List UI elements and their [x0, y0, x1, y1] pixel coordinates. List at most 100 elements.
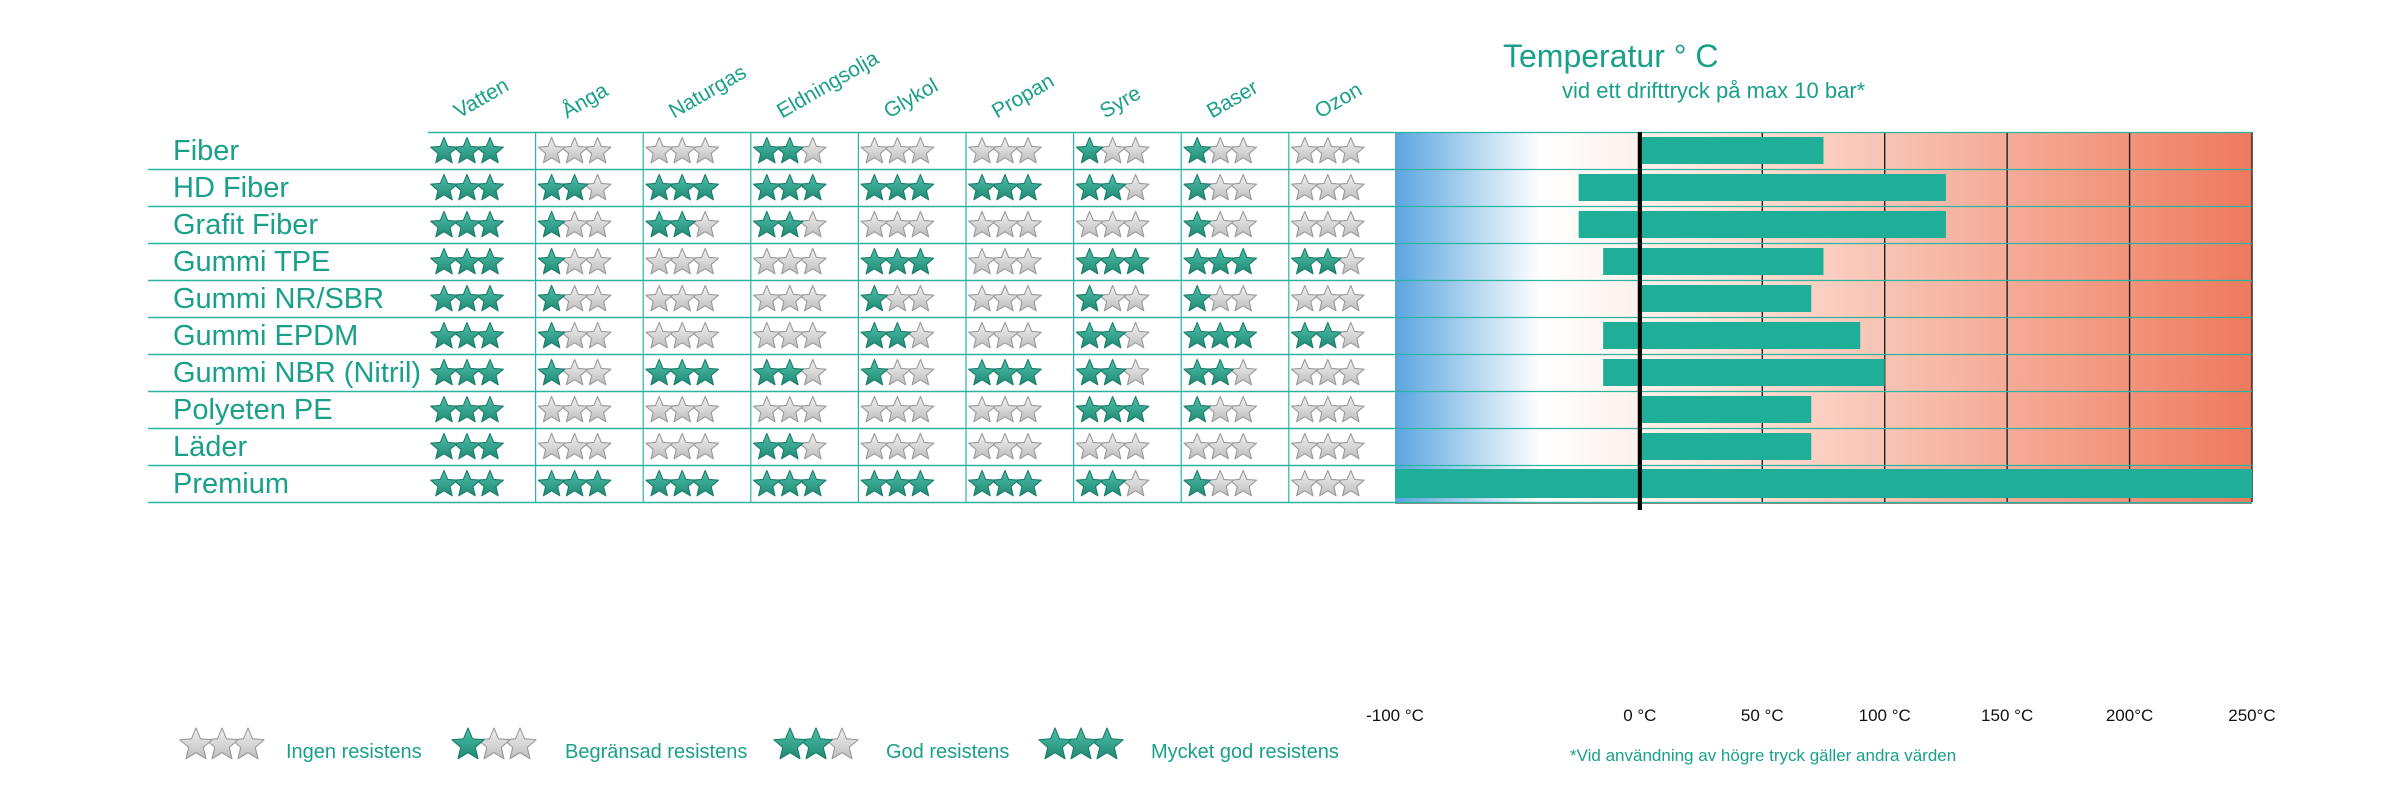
- rating-star-r6c2-2: [560, 321, 589, 349]
- rating-star-r3c9-1: [1290, 210, 1319, 238]
- legend-star-4-3: [1090, 727, 1124, 760]
- rating-star-r6c4-2: [775, 321, 804, 349]
- rating-star-r3c3-1: [645, 210, 674, 238]
- rating-star-r5c9-3: [1336, 284, 1365, 312]
- rating-star-r7c1-1: [430, 358, 458, 386]
- rating-star-r4c9-3: [1336, 247, 1365, 275]
- rating-star-r8c7-1: [1075, 395, 1104, 423]
- rating-star-r5c8-3: [1229, 284, 1258, 312]
- rating-star-r3c3-3: [691, 210, 720, 238]
- temp-bar-2: [1578, 174, 1946, 201]
- temp-bar-6: [1603, 322, 1861, 349]
- rating-star-r9c6-3: [1014, 432, 1042, 460]
- rating-star-r9c5-3: [906, 432, 935, 460]
- rating-star-r8c7-3: [1121, 395, 1150, 423]
- rating-star-r10c1-1: [430, 469, 458, 497]
- rating-star-r3c4-3: [798, 210, 827, 238]
- rating-star-r5c6-2: [991, 284, 1019, 312]
- rating-star-r7c2-2: [560, 358, 589, 386]
- rating-star-r3c7-3: [1121, 210, 1150, 238]
- rating-star-r2c9-2: [1313, 173, 1342, 201]
- rating-star-r7c2-1: [537, 358, 566, 386]
- rating-star-r8c5-2: [883, 395, 912, 423]
- rating-star-r9c5-1: [860, 432, 889, 460]
- rating-star-r2c6-1: [968, 173, 996, 201]
- rating-star-r1c3-2: [668, 136, 697, 164]
- rating-star-r8c3-3: [691, 395, 720, 423]
- rating-star-r4c9-2: [1313, 247, 1342, 275]
- rating-star-r4c1-1: [430, 247, 458, 275]
- chart-subtitle: vid ett drifttryck på max 10 bar*: [1562, 78, 1866, 103]
- rating-star-r5c9-1: [1290, 284, 1319, 312]
- material-label: Gummi EPDM: [173, 320, 359, 352]
- rating-star-r1c7-2: [1098, 136, 1127, 164]
- rating-star-r7c6-3: [1014, 358, 1042, 386]
- rating-star-r1c7-3: [1121, 136, 1150, 164]
- rating-star-r10c1-3: [476, 469, 504, 497]
- rating-star-r5c1-3: [476, 284, 504, 312]
- rating-star-r1c8-1: [1183, 136, 1212, 164]
- rating-star-r10c5-2: [883, 469, 912, 497]
- rating-star-r10c1-2: [453, 469, 481, 497]
- rating-star-r4c8-2: [1206, 247, 1235, 275]
- rating-star-r3c4-2: [775, 210, 804, 238]
- rating-star-r3c8-2: [1206, 210, 1235, 238]
- rating-star-r5c1-1: [430, 284, 458, 312]
- rating-star-r3c2-1: [537, 210, 566, 238]
- rating-star-r1c9-1: [1290, 136, 1319, 164]
- rating-star-r3c2-3: [583, 210, 612, 238]
- rating-star-r9c4-3: [798, 432, 827, 460]
- rating-star-r6c7-3: [1121, 321, 1150, 349]
- x-tick-label: 150 °C: [1981, 706, 2034, 725]
- rating-star-r2c4-2: [775, 173, 804, 201]
- rating-star-r9c8-3: [1229, 432, 1258, 460]
- rating-star-r6c5-1: [860, 321, 889, 349]
- rating-star-r1c5-3: [906, 136, 935, 164]
- rating-star-r3c7-2: [1098, 210, 1127, 238]
- rating-star-r7c8-2: [1206, 358, 1235, 386]
- rating-star-r10c3-2: [668, 469, 697, 497]
- material-label: Grafit Fiber: [173, 209, 319, 241]
- rating-star-r6c6-2: [991, 321, 1019, 349]
- rating-star-r10c6-2: [991, 469, 1019, 497]
- material-label: HD Fiber: [173, 172, 290, 204]
- legend-label-4: Mycket god resistens: [1151, 741, 1339, 763]
- rating-star-r3c4-1: [752, 210, 781, 238]
- rating-star-r2c7-3: [1121, 173, 1150, 201]
- rating-star-r4c2-2: [560, 247, 589, 275]
- rating-star-r9c1-1: [430, 432, 458, 460]
- rating-star-r5c6-3: [1014, 284, 1042, 312]
- rating-star-r10c2-3: [583, 469, 612, 497]
- rating-star-r3c3-2: [668, 210, 697, 238]
- temp-bar-7: [1603, 359, 1885, 386]
- rating-star-r8c1-2: [453, 395, 481, 423]
- rating-star-r2c2-3: [583, 173, 612, 201]
- rating-star-r7c3-2: [668, 358, 697, 386]
- rating-star-r8c8-2: [1206, 395, 1235, 423]
- rating-star-r5c7-1: [1075, 284, 1104, 312]
- rating-star-r10c7-2: [1098, 469, 1127, 497]
- rating-star-r3c6-1: [968, 210, 996, 238]
- rating-star-r6c9-3: [1336, 321, 1365, 349]
- rating-star-r8c9-3: [1336, 395, 1365, 423]
- rating-star-r8c7-2: [1098, 395, 1127, 423]
- material-label: Polyeten PE: [173, 394, 333, 426]
- rating-star-r8c6-3: [1014, 395, 1042, 423]
- rating-star-r3c5-3: [906, 210, 935, 238]
- rating-star-r4c3-3: [691, 247, 720, 275]
- rating-star-r1c5-1: [860, 136, 889, 164]
- rating-star-r9c2-1: [537, 432, 566, 460]
- rating-star-r2c1-3: [476, 173, 504, 201]
- rating-star-r7c8-3: [1229, 358, 1258, 386]
- rating-star-r10c4-2: [775, 469, 804, 497]
- rating-star-r8c9-2: [1313, 395, 1342, 423]
- rating-star-r7c4-3: [798, 358, 827, 386]
- rating-star-r3c8-1: [1183, 210, 1212, 238]
- rating-star-r10c2-1: [537, 469, 566, 497]
- rating-star-r5c2-2: [560, 284, 589, 312]
- rating-star-r4c8-3: [1229, 247, 1258, 275]
- legend-star-1-3: [231, 727, 265, 760]
- rating-star-r7c8-1: [1183, 358, 1212, 386]
- rating-star-r1c7-1: [1075, 136, 1104, 164]
- rating-star-r9c9-1: [1290, 432, 1319, 460]
